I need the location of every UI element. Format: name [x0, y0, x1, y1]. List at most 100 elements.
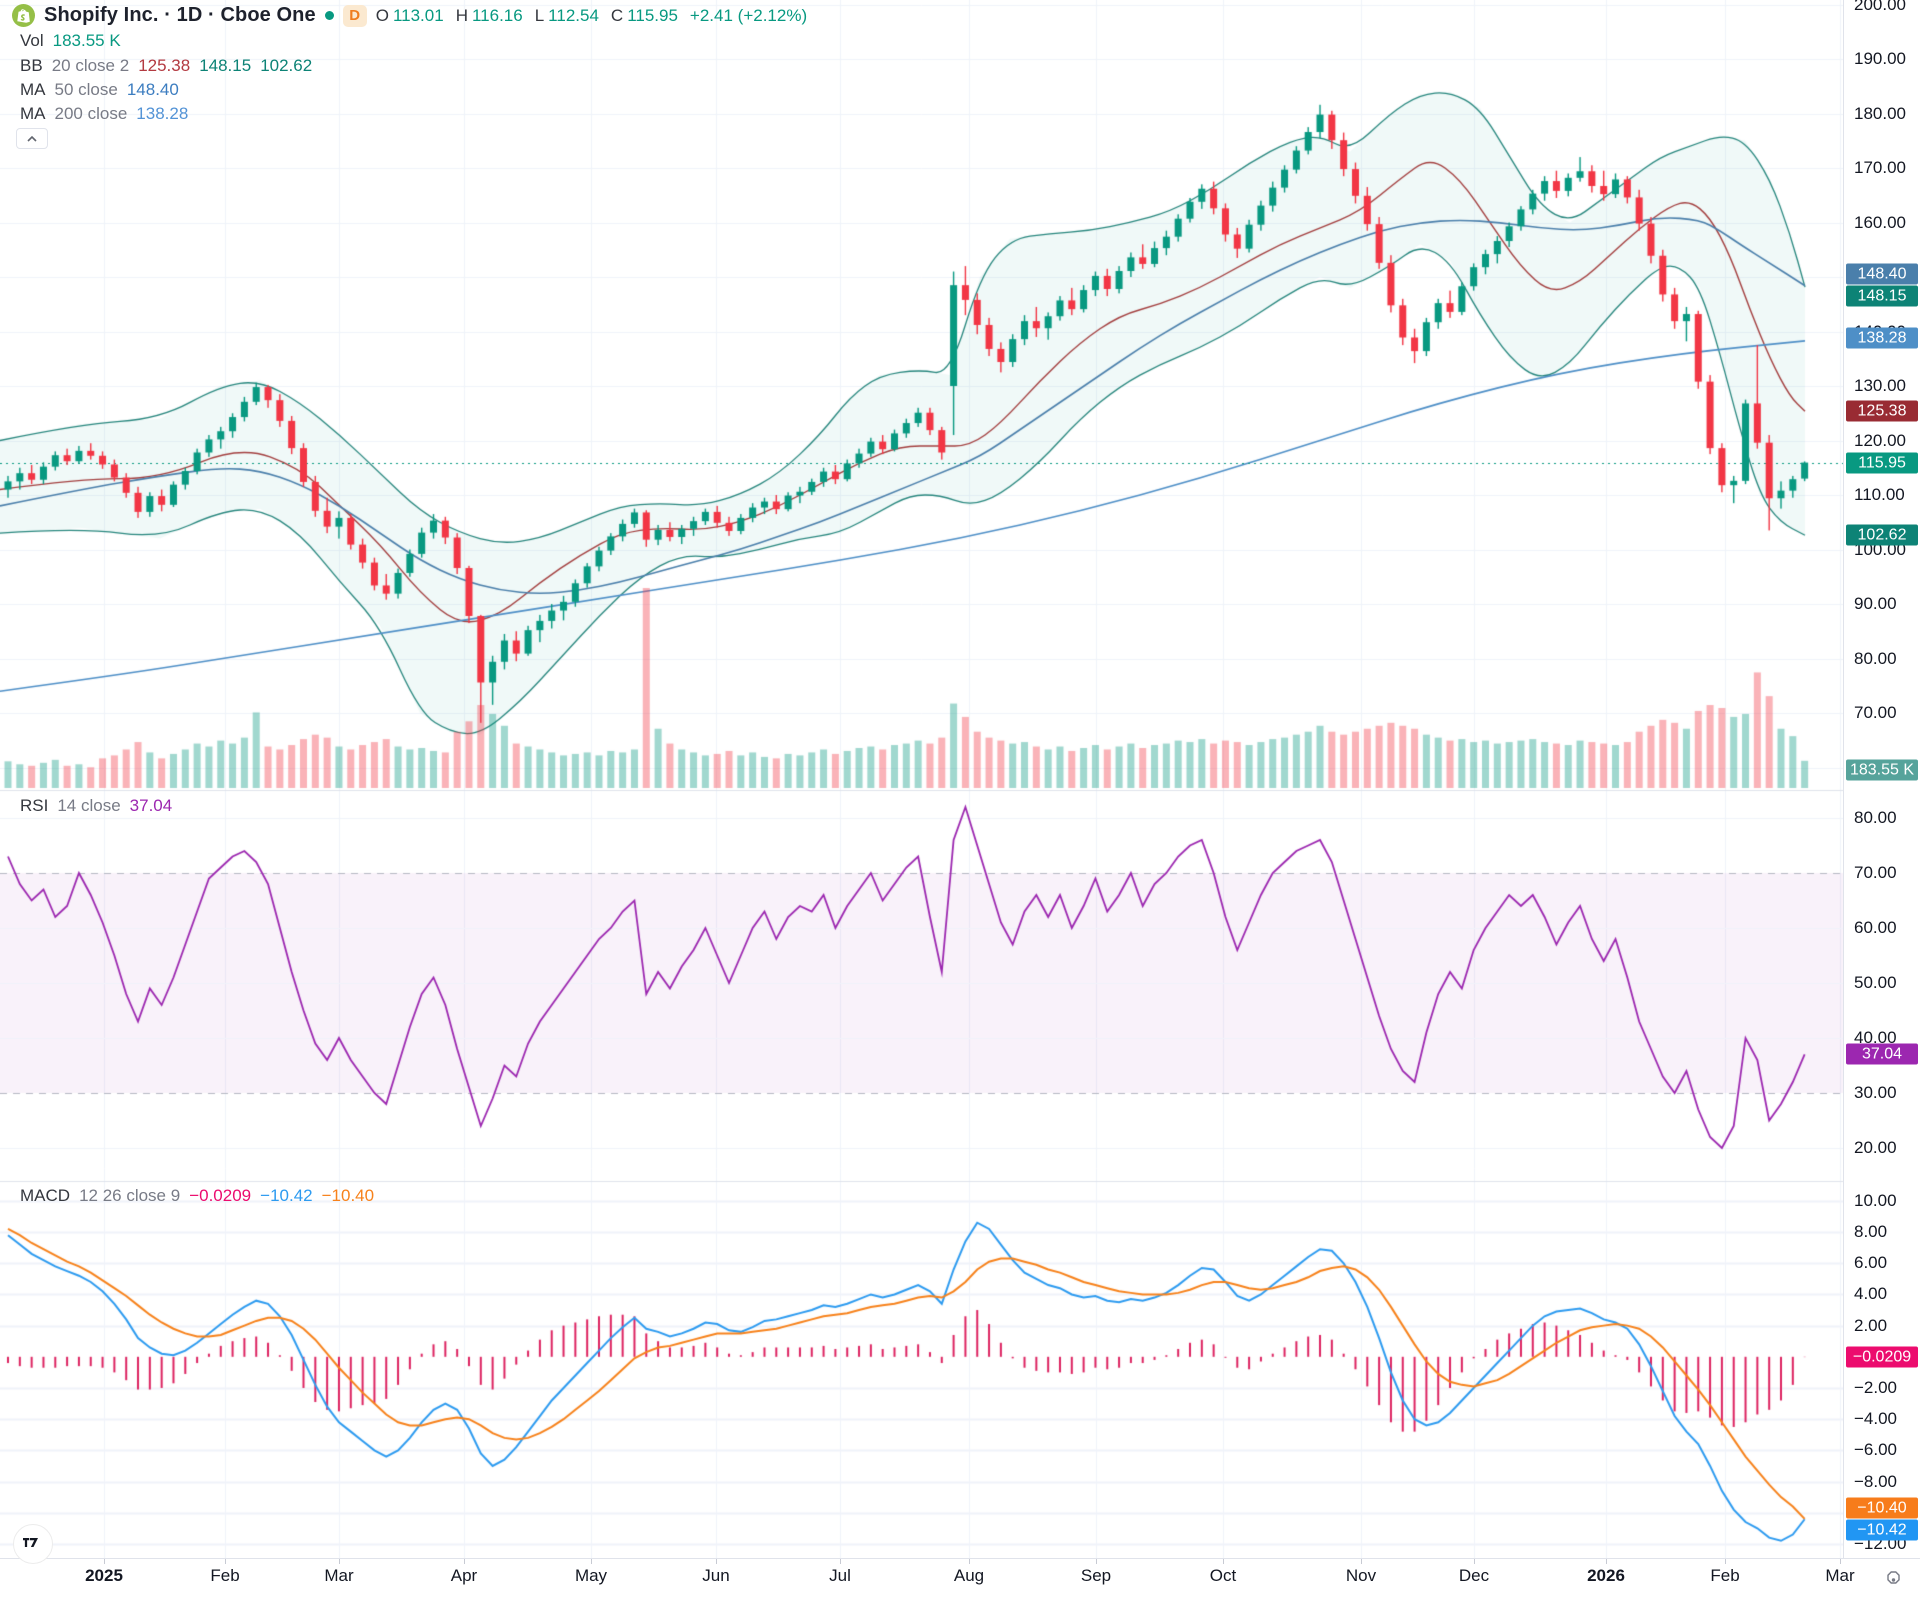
axis-value-badge: 138.28: [1846, 327, 1918, 349]
chevron-up-icon: [27, 135, 37, 142]
interval-badge[interactable]: D: [342, 4, 367, 27]
bb-legend[interactable]: BB 20 close 2 125.38 148.15 102.62: [20, 56, 313, 75]
bb-basis-value: 125.38: [138, 56, 191, 75]
axis-tick-label: 70.00: [1854, 863, 1897, 882]
symbol-title[interactable]: Shopify Inc. · 1D · Cboe One: [44, 4, 316, 26]
axis-tick-label: 8.00: [1854, 1222, 1888, 1242]
axis-value-badge: 102.62: [1846, 524, 1918, 546]
time-axis-tick: [840, 1559, 841, 1564]
axis-value-badge: −0.0209: [1846, 1346, 1918, 1368]
time-axis-label: Nov: [1345, 1566, 1377, 1585]
axis-tick-label: −8.00: [1854, 1471, 1898, 1491]
axis-tick-label: 4.00: [1854, 1284, 1888, 1304]
axis-tick-label: 60.00: [1854, 918, 1897, 937]
market-status-dot-icon: [324, 11, 334, 20]
time-axis-label: Feb: [1710, 1566, 1740, 1585]
macd-hist-value: −0.0209: [189, 1186, 252, 1205]
macd-legend[interactable]: MACD 12 26 close 9 −0.0209 −10.42 −10.40: [20, 1186, 375, 1205]
time-axis-tick: [339, 1559, 340, 1564]
axis-value-badge: 115.95: [1846, 452, 1918, 474]
axis-value-badge: 37.04: [1846, 1043, 1918, 1065]
ma200-value: 138.28: [136, 104, 189, 123]
axis-tick-label: 200.00: [1854, 0, 1906, 14]
axis-tick-label: 6.00: [1854, 1253, 1888, 1273]
ma200-legend[interactable]: MA 200 close 138.28: [20, 104, 189, 123]
time-axis[interactable]: 2025 Feb Mar Apr May Jun Jul Aug Sep Oct Nov Dec 202…: [0, 1558, 1920, 1600]
axis-tick-label: 50.00: [1854, 973, 1897, 992]
axis-tick-label: −4.00: [1854, 1409, 1898, 1429]
axis-value-badge: 148.15: [1846, 285, 1918, 307]
axis-tick-label: 20.00: [1854, 1138, 1897, 1157]
ohlc-values: O 113.01 H 116.16 L 112.54 C 115.95 +2.41 (+…: [375, 5, 808, 25]
volume-legend[interactable]: Vol 183.55 K: [20, 31, 121, 50]
axis-tick-label: 2.00: [1854, 1315, 1888, 1335]
axis-tick-label: 120.00: [1854, 430, 1906, 450]
time-axis-label: Jul: [829, 1566, 851, 1585]
axis-tick-label: 130.00: [1854, 376, 1906, 395]
rsi-value: 37.04: [129, 796, 173, 815]
axis-tick-label: 80.00: [1854, 648, 1897, 668]
time-axis-label: 2025: [85, 1566, 123, 1585]
time-axis-tick: [1096, 1559, 1097, 1564]
time-axis-tick: [1840, 1559, 1841, 1564]
bb-lower-value: 102.62: [260, 56, 313, 75]
axis-tick-label: 40.00: [1854, 1028, 1897, 1047]
axis-tick-label: 90.00: [1854, 594, 1897, 613]
time-axis-label: Jun: [702, 1566, 730, 1585]
price-axis[interactable]: 200.00190.00180.00170.00160.00150.00140.…: [1843, 0, 1920, 1558]
time-axis-tick: [716, 1559, 717, 1564]
axis-tick-label: 10.00: [1854, 1190, 1897, 1210]
axis-tick-label: 30.00: [1854, 1083, 1897, 1102]
axis-tick-label: 110.00: [1854, 485, 1905, 504]
tradingview-logo[interactable]: [13, 1524, 53, 1564]
collapse-indicators-button[interactable]: [16, 128, 48, 149]
time-axis-label: Mar: [324, 1566, 354, 1585]
time-axis-label: Feb: [210, 1566, 240, 1585]
bb-upper-value: 148.15: [199, 56, 252, 75]
time-axis-label: Sep: [1080, 1566, 1112, 1585]
time-axis-label: Dec: [1458, 1566, 1490, 1585]
axis-tick-label: −6.00: [1854, 1440, 1898, 1460]
axis-tick-label: −2.00: [1854, 1377, 1898, 1397]
axis-tick-label: 180.00: [1854, 103, 1906, 123]
time-axis-tick: [591, 1559, 592, 1564]
gear-icon[interactable]: [1880, 1565, 1906, 1591]
symbol-logo-shopping-bag-icon: [12, 4, 35, 27]
time-axis-label: Aug: [953, 1566, 985, 1585]
axis-tick-label: 160.00: [1854, 212, 1906, 232]
axis-value-badge: 125.38: [1846, 400, 1918, 422]
axis-value-badge: 148.40: [1846, 263, 1918, 285]
axis-value-badge: 183.55 K: [1846, 759, 1918, 781]
axis-tick-label: 70.00: [1854, 703, 1897, 722]
tradingview-mark-icon: [23, 1538, 38, 1547]
time-axis-tick: [225, 1559, 226, 1564]
axis-tick-label: 170.00: [1854, 158, 1906, 177]
time-axis-label: Oct: [1209, 1566, 1237, 1585]
axis-value-badge: −10.40: [1846, 1497, 1918, 1519]
macd-signal-value: −10.40: [321, 1186, 375, 1205]
time-axis-label: Apr: [450, 1566, 478, 1585]
time-axis-tick: [1606, 1559, 1607, 1564]
symbol-legend[interactable]: Shopify Inc. · 1D · Cboe One D O 113.01 H…: [12, 4, 807, 27]
time-axis-tick: [1474, 1559, 1475, 1564]
time-axis-tick: [464, 1559, 465, 1564]
change-value: +2.41 (+2.12%): [689, 5, 808, 25]
rsi-legend[interactable]: RSI 14 close 37.04: [20, 796, 173, 815]
time-axis-tick: [1725, 1559, 1726, 1564]
time-axis-tick: [969, 1559, 970, 1564]
macd-line-value: −10.42: [260, 1186, 313, 1205]
time-axis-tick: [104, 1559, 105, 1564]
axis-tick-label: 190.00: [1854, 49, 1906, 68]
time-axis-tick: [1361, 1559, 1362, 1564]
axis-value-badge: −10.42: [1846, 1519, 1918, 1541]
time-axis-label: Mar: [1825, 1566, 1855, 1585]
ma50-legend[interactable]: MA 50 close 148.40: [20, 80, 179, 99]
time-axis-label: May: [574, 1566, 608, 1585]
volume-value: 183.55 K: [52, 31, 121, 50]
axis-tick-label: 80.00: [1854, 808, 1897, 827]
time-axis-tick: [1223, 1559, 1224, 1564]
time-axis-label: 2026: [1587, 1566, 1625, 1585]
ma50-value: 148.40: [126, 80, 179, 99]
